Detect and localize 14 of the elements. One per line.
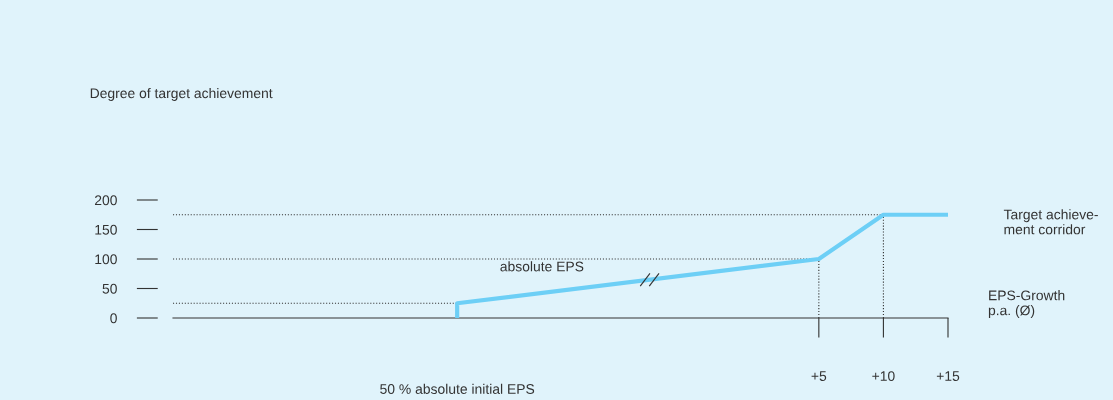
line-series bbox=[455, 212, 948, 318]
x-axis-title: EPS-Growth p.a. (Ø) bbox=[988, 290, 1065, 318]
y-tick-label: 50 bbox=[102, 283, 117, 294]
text: Degree of target achievement bbox=[90, 87, 273, 101]
x-tick-label: +10 bbox=[872, 371, 895, 381]
y-tick-label: 150 bbox=[95, 224, 117, 235]
y-tick-label: 200 bbox=[94, 195, 117, 206]
y-tick-label: 100 bbox=[95, 254, 117, 265]
annotation: absolute EPS bbox=[500, 261, 584, 272]
x-tick-label: +5 bbox=[811, 371, 827, 381]
y-tick-label: 0 bbox=[110, 313, 117, 324]
text: 50 % absolute initial EPS bbox=[380, 383, 535, 394]
text: Target achieve- ment corridor bbox=[1003, 209, 1098, 235]
x-tick-label: +15 bbox=[936, 371, 960, 381]
